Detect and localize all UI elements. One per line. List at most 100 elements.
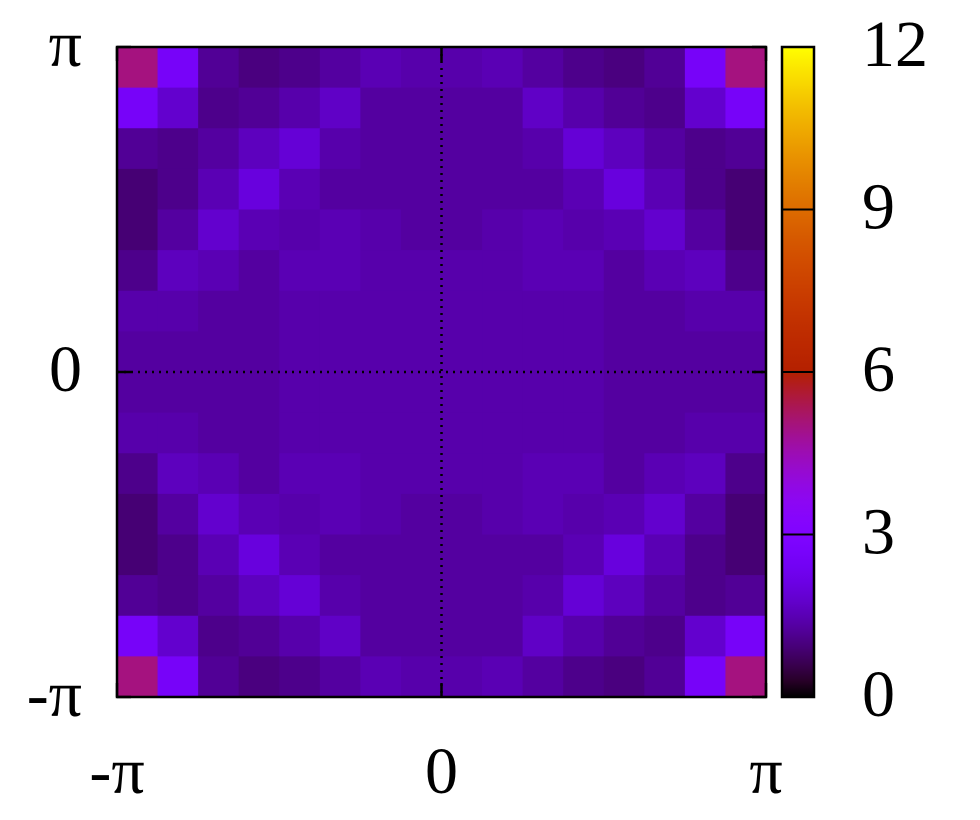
heat-cell — [360, 168, 402, 211]
heat-cell — [725, 372, 767, 414]
heat-cell — [522, 453, 564, 495]
heat-cell — [684, 331, 727, 373]
heat-cell — [157, 128, 199, 170]
heat-cell — [319, 453, 361, 495]
heat-cell — [441, 331, 483, 373]
heat-cell — [279, 250, 321, 292]
heat-cell — [279, 453, 321, 495]
heat-cell — [319, 575, 361, 617]
heat-cell — [725, 290, 767, 332]
heat-cell — [522, 372, 564, 414]
heat-cell — [279, 493, 321, 536]
heat-cell — [684, 534, 727, 576]
heat-cell — [725, 87, 767, 129]
heat-cell — [684, 615, 727, 657]
heat-cell — [644, 372, 686, 414]
heat-cell — [198, 412, 240, 454]
heat-cell — [563, 331, 605, 373]
heat-cell — [644, 209, 686, 251]
heat-cell — [279, 656, 321, 698]
heat-cell — [238, 209, 280, 251]
heat-cell — [603, 453, 645, 495]
heat-cell — [400, 128, 443, 170]
heat-cell — [360, 250, 402, 292]
heat-cell — [482, 656, 524, 698]
heat-cell — [684, 412, 727, 454]
heat-cell — [684, 453, 727, 495]
heat-cell — [522, 250, 564, 292]
heat-cell — [482, 168, 524, 211]
heat-cell — [198, 615, 240, 657]
heat-cell — [279, 331, 321, 373]
heat-cell — [522, 615, 564, 657]
heat-cell — [400, 47, 443, 89]
heat-cell — [482, 87, 524, 129]
heat-cell — [400, 250, 443, 292]
heat-cell — [441, 615, 483, 657]
heat-cell — [684, 209, 727, 251]
y-tick-label: 0 — [49, 333, 82, 406]
heat-cell — [563, 575, 605, 617]
heat-cell — [198, 168, 240, 211]
heat-cell — [725, 534, 767, 576]
heat-cell — [684, 656, 727, 698]
heat-cell — [441, 128, 483, 170]
heat-cell — [563, 209, 605, 251]
heat-cell — [198, 290, 240, 332]
colorbar-tick-label: 6 — [862, 333, 895, 406]
heat-cell — [644, 290, 686, 332]
heat-cell — [400, 372, 443, 414]
heat-cell — [603, 575, 645, 617]
heat-cell — [360, 372, 402, 414]
heat-cell — [157, 575, 199, 617]
heat-cell — [522, 656, 564, 698]
heat-cell — [522, 209, 564, 251]
heat-cell — [603, 209, 645, 251]
heat-cell — [198, 453, 240, 495]
heat-cell — [360, 615, 402, 657]
heat-cell — [400, 493, 443, 536]
heat-cell — [441, 412, 483, 454]
heat-cell — [441, 168, 483, 211]
heat-cell — [684, 575, 727, 617]
heat-cell — [238, 493, 280, 536]
heat-cell — [482, 47, 524, 89]
heat-cell — [563, 656, 605, 698]
heat-cell — [157, 87, 199, 129]
heat-cell — [117, 47, 159, 89]
heat-cell — [117, 534, 159, 576]
heat-cell — [117, 331, 159, 373]
heat-cell — [482, 290, 524, 332]
heat-cell — [684, 128, 727, 170]
heat-cell — [117, 453, 159, 495]
heat-cell — [441, 290, 483, 332]
heat-cell — [319, 656, 361, 698]
heat-cell — [157, 615, 199, 657]
heat-cell — [563, 47, 605, 89]
heat-cell — [400, 615, 443, 657]
heat-cell — [644, 47, 686, 89]
heat-cell — [725, 412, 767, 454]
heat-cell — [725, 493, 767, 536]
y-tick-label: π — [49, 8, 82, 81]
heat-cell — [522, 493, 564, 536]
heat-cell — [725, 47, 767, 89]
heat-cell — [522, 168, 564, 211]
heat-cell — [725, 128, 767, 170]
heat-cell — [319, 290, 361, 332]
heat-cell — [725, 615, 767, 657]
heat-cell — [684, 87, 727, 129]
heat-cell — [603, 128, 645, 170]
heat-cell — [198, 250, 240, 292]
heat-cell — [725, 656, 767, 698]
heat-cell — [603, 250, 645, 292]
heat-cell — [482, 209, 524, 251]
heat-cell — [198, 372, 240, 414]
heat-cell — [360, 47, 402, 89]
heat-cell — [441, 493, 483, 536]
heat-cell — [563, 615, 605, 657]
heat-cell — [319, 87, 361, 129]
heat-cell — [279, 87, 321, 129]
heat-cell — [441, 575, 483, 617]
heat-cell — [360, 87, 402, 129]
